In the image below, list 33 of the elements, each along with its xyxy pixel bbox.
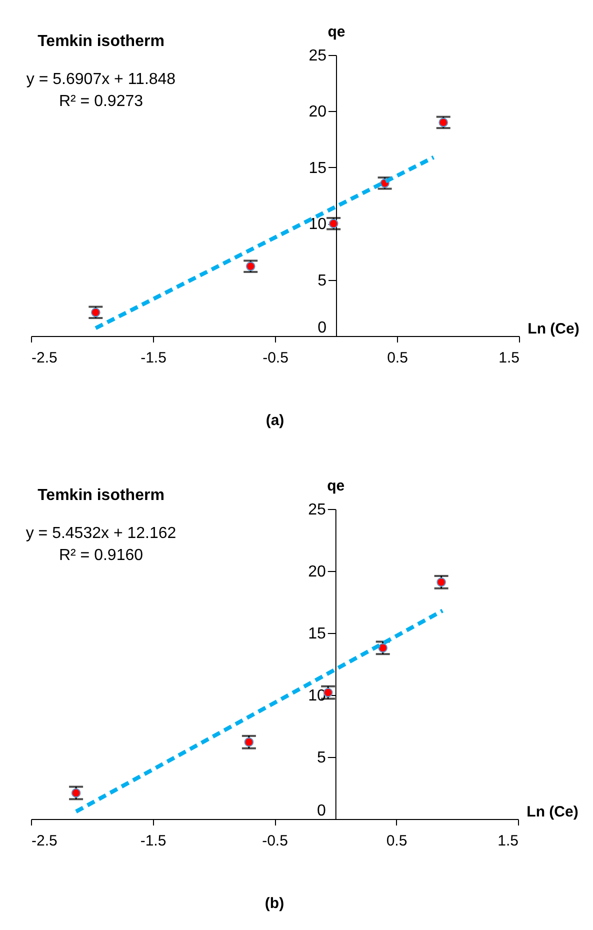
annotation: R² = 0.9160	[58, 547, 144, 564]
y-tick-label: 10	[308, 216, 327, 234]
y-tick-label: 0	[318, 320, 327, 336]
x-axis-title: Ln (Ce)	[526, 804, 578, 820]
y-tick-label: 15	[308, 626, 326, 642]
y-tick-label: 0	[316, 802, 326, 820]
y-tick-label: 20	[308, 104, 327, 121]
x-tick-label: 1.5	[498, 350, 520, 366]
text: (a)	[266, 412, 284, 429]
annotation: R² = 0.9273	[58, 93, 144, 110]
y-axis-title: qe	[327, 478, 345, 494]
x-tick-label: -2.5	[32, 350, 58, 366]
y-tick-label: 5	[318, 272, 327, 290]
annotation: y = 5.6907x + 11.848	[26, 71, 176, 88]
y-tick-label: 5	[316, 750, 326, 766]
y-tick-label: 20	[308, 564, 326, 580]
x-tick-label: 1.5	[498, 832, 518, 850]
text: (b)	[264, 895, 284, 912]
x-axis-title: Ln (Ce)	[528, 320, 580, 338]
x-tick-label: 0.5	[386, 832, 408, 850]
x-tick-label: -0.5	[262, 832, 288, 850]
y-axis-title: qe	[328, 24, 346, 40]
annotation: y = 5.4532x + 12.162	[26, 525, 176, 542]
y-tick-label: 25	[308, 48, 327, 64]
text: Temkin isotherm	[38, 33, 164, 50]
x-tick-label: -0.5	[262, 350, 288, 366]
y-tick-label: 25	[308, 502, 326, 518]
x-tick-label: -1.5	[140, 350, 166, 366]
y-tick-label: 15	[308, 160, 327, 177]
text: Temkin isotherm	[38, 487, 164, 504]
x-tick-label: -1.5	[140, 832, 166, 850]
x-tick-label: 0.5	[387, 350, 408, 366]
x-tick-label: -2.5	[32, 832, 58, 850]
